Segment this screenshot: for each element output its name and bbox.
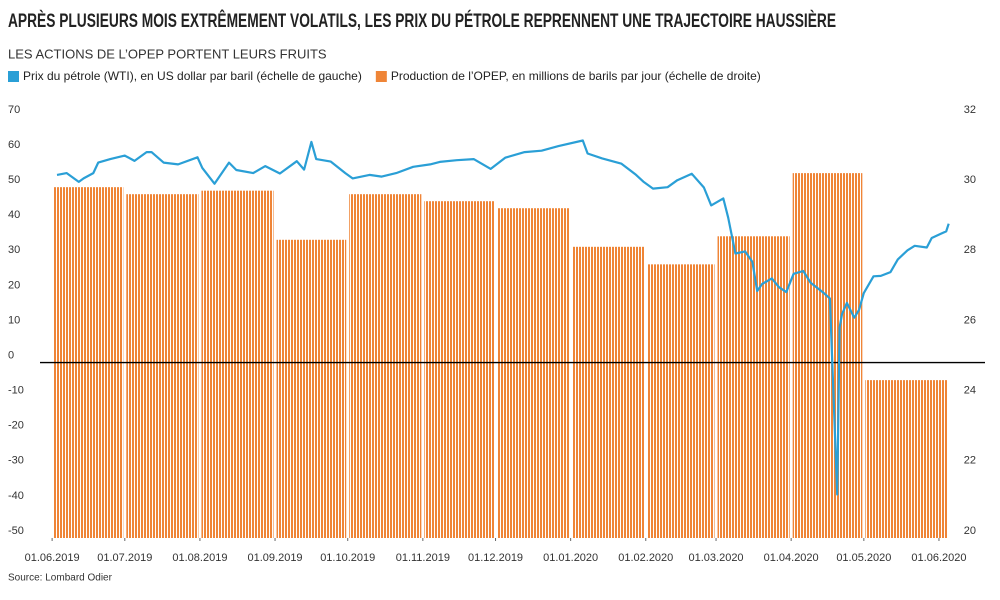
- legend-swatch: [8, 71, 19, 82]
- plot-area: -50 -40 -30 -20 -10 0 10 20 30 40 50 60 70 20 22 24 26 28…: [8, 104, 985, 564]
- legend-label: Production de l’OPEP, en millions de bar…: [391, 69, 761, 83]
- y-tick-label: -40: [8, 490, 24, 502]
- y2-tick-label: 32: [964, 104, 976, 116]
- legend-swatch: [375, 71, 387, 82]
- chart-subtitle: LES ACTIONS DE L’OPEP PORTENT LEURS FRUI…: [8, 46, 327, 61]
- line-layer: [56, 139, 950, 496]
- bar: [349, 194, 422, 538]
- bars-layer: [53, 173, 948, 539]
- x-tick-label: 01.05.2020: [836, 552, 891, 564]
- x-tick-label: 01.12.2019: [468, 552, 523, 564]
- axes-layer: -50 -40 -30 -20 -10 0 10 20 30 40 50 60 70 20 22 24 26 28…: [8, 104, 985, 564]
- bar: [717, 236, 790, 539]
- y-tick-label: 0: [8, 349, 14, 361]
- bar: [201, 190, 274, 539]
- legend: Prix du pétrole (WTI), en US dollar par …: [8, 69, 761, 83]
- x-tick-label: 01.11.2019: [396, 552, 450, 564]
- x-tick-label: 01.02.2020: [618, 552, 673, 564]
- bar: [792, 173, 863, 538]
- bar: [497, 208, 570, 538]
- x-tick-label: 01.08.2019: [172, 552, 227, 564]
- bar: [276, 239, 347, 538]
- y2-tick-label: 28: [964, 244, 976, 256]
- y-tick-label: 10: [8, 314, 20, 326]
- source: Source: Lombard Odier: [8, 573, 113, 584]
- y2-tick-label: 20: [964, 525, 976, 537]
- y-tick-label: 70: [8, 104, 20, 116]
- x-tick-label: 01.10.2019: [320, 552, 375, 564]
- bar: [126, 194, 199, 538]
- y2-tick-label: 30: [964, 174, 976, 186]
- x-tick-label: 01.07.2019: [97, 552, 152, 564]
- x-tick-label: 01.03.2020: [689, 552, 744, 564]
- legend-label: Prix du pétrole (WTI), en US dollar par …: [23, 69, 362, 83]
- y2-tick-label: 26: [964, 314, 976, 326]
- bar: [865, 380, 948, 538]
- x-tick-label: 01.06.2019: [25, 552, 80, 564]
- y-tick-label: 60: [8, 139, 20, 151]
- y-tick-label: 40: [8, 209, 20, 221]
- y-tick-label: -10: [8, 385, 24, 397]
- x-tick-label: 01.06.2020: [911, 552, 966, 564]
- x-tick-label: 01.04.2020: [764, 552, 819, 564]
- y2-tick-label: 24: [964, 385, 976, 397]
- y-tick-label: 30: [8, 244, 20, 256]
- bar: [572, 246, 645, 538]
- y2-tick-label: 22: [964, 455, 976, 467]
- y-tick-label: -30: [8, 455, 24, 467]
- x-tick-label: 01.09.2019: [248, 552, 303, 564]
- y-tick-label: 20: [8, 279, 20, 291]
- y-tick-label: -50: [8, 525, 24, 537]
- bar: [647, 264, 715, 538]
- y-tick-label: 50: [8, 174, 20, 186]
- line: [56, 139, 950, 496]
- x-tick-label: 01.01.2020: [543, 552, 598, 564]
- y-tick-label: -20: [8, 420, 24, 432]
- chart-title: APRÈS PLUSIEURS MOIS EXTRÊMEMENT VOLATIL…: [8, 10, 836, 32]
- bar: [424, 201, 495, 538]
